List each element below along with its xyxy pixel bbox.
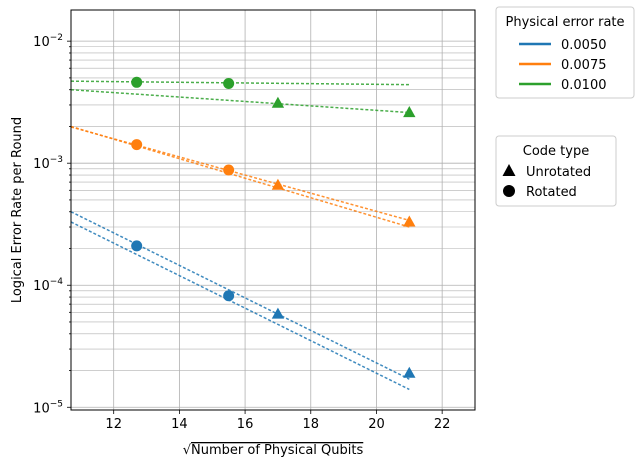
point-unrotated-00075 (403, 215, 416, 227)
y-tick-exponent: −2 (50, 33, 63, 43)
x-tick-label: 18 (302, 417, 319, 432)
x-tick-label: 14 (171, 417, 188, 432)
x-axis-label: √Number of Physical Qubits (183, 443, 364, 458)
y-tick-base: 10 (33, 401, 50, 416)
fit-line-00075 (70, 126, 410, 222)
legend-code-type: Code type Unrotated Rotated (495, 135, 617, 207)
x-axis-label-sqrt: √ (183, 443, 192, 458)
legend-circle-marker-icon (503, 185, 515, 197)
y-tick-base: 10 (33, 279, 50, 294)
point-rotated-00050 (131, 240, 143, 252)
point-rotated-00075 (131, 139, 143, 151)
y-tick-label: 10−3 (33, 155, 63, 172)
y-tick-label: 10−5 (33, 399, 63, 416)
x-tick-label: 20 (368, 417, 385, 432)
point-rotated-00100 (223, 77, 235, 89)
point-rotated-00100 (131, 76, 143, 88)
point-rotated-00050 (223, 290, 235, 302)
legend-entry-rotated: Rotated (526, 185, 577, 200)
legend-entry-0100: 0.0100 (561, 78, 607, 93)
y-tick-exponent: −5 (50, 399, 63, 409)
y-axis-label: Logical Error Rate per Round (10, 117, 25, 303)
point-unrotated-00075 (271, 178, 285, 190)
y-tick-exponent: −3 (50, 155, 63, 165)
y-tick-base: 10 (33, 157, 50, 172)
point-unrotated-00050 (271, 307, 285, 319)
y-tick-base: 10 (33, 35, 50, 50)
x-tick-label: 22 (434, 417, 451, 432)
legend-physical-error-rate-title: Physical error rate (505, 15, 624, 30)
fit-line-00050 (70, 221, 410, 391)
y-tick-label: 10−4 (33, 277, 63, 294)
plot-frame (70, 9, 476, 411)
fit-line-00075 (70, 125, 410, 228)
y-tick-exponent: −4 (50, 277, 64, 287)
fit-line-00050 (70, 211, 410, 380)
legend-entry-0075: 0.0075 (561, 58, 607, 73)
x-tick-label: 12 (105, 417, 122, 432)
grid (71, 10, 475, 410)
point-unrotated-00100 (271, 96, 285, 108)
data-points (131, 76, 416, 378)
x-axis-label-text: Number of Physical Qubits (191, 443, 363, 458)
legend-code-type-title: Code type (523, 144, 589, 159)
point-unrotated-00050 (403, 366, 416, 378)
legend-physical-error-rate: Physical error rate 0.0050 0.0075 0.0100 (495, 6, 635, 99)
point-unrotated-00100 (403, 106, 416, 118)
fit-lines (70, 80, 410, 391)
y-tick-label: 10−2 (33, 33, 63, 50)
x-tick-label: 16 (237, 417, 254, 432)
point-rotated-00075 (223, 164, 235, 176)
legend-entry-unrotated: Unrotated (526, 165, 591, 180)
legend-triangle-marker-icon (502, 164, 516, 176)
fit-line-00100 (70, 80, 410, 86)
legend-entry-0050: 0.0050 (561, 38, 607, 53)
fit-line-00100 (70, 88, 410, 114)
